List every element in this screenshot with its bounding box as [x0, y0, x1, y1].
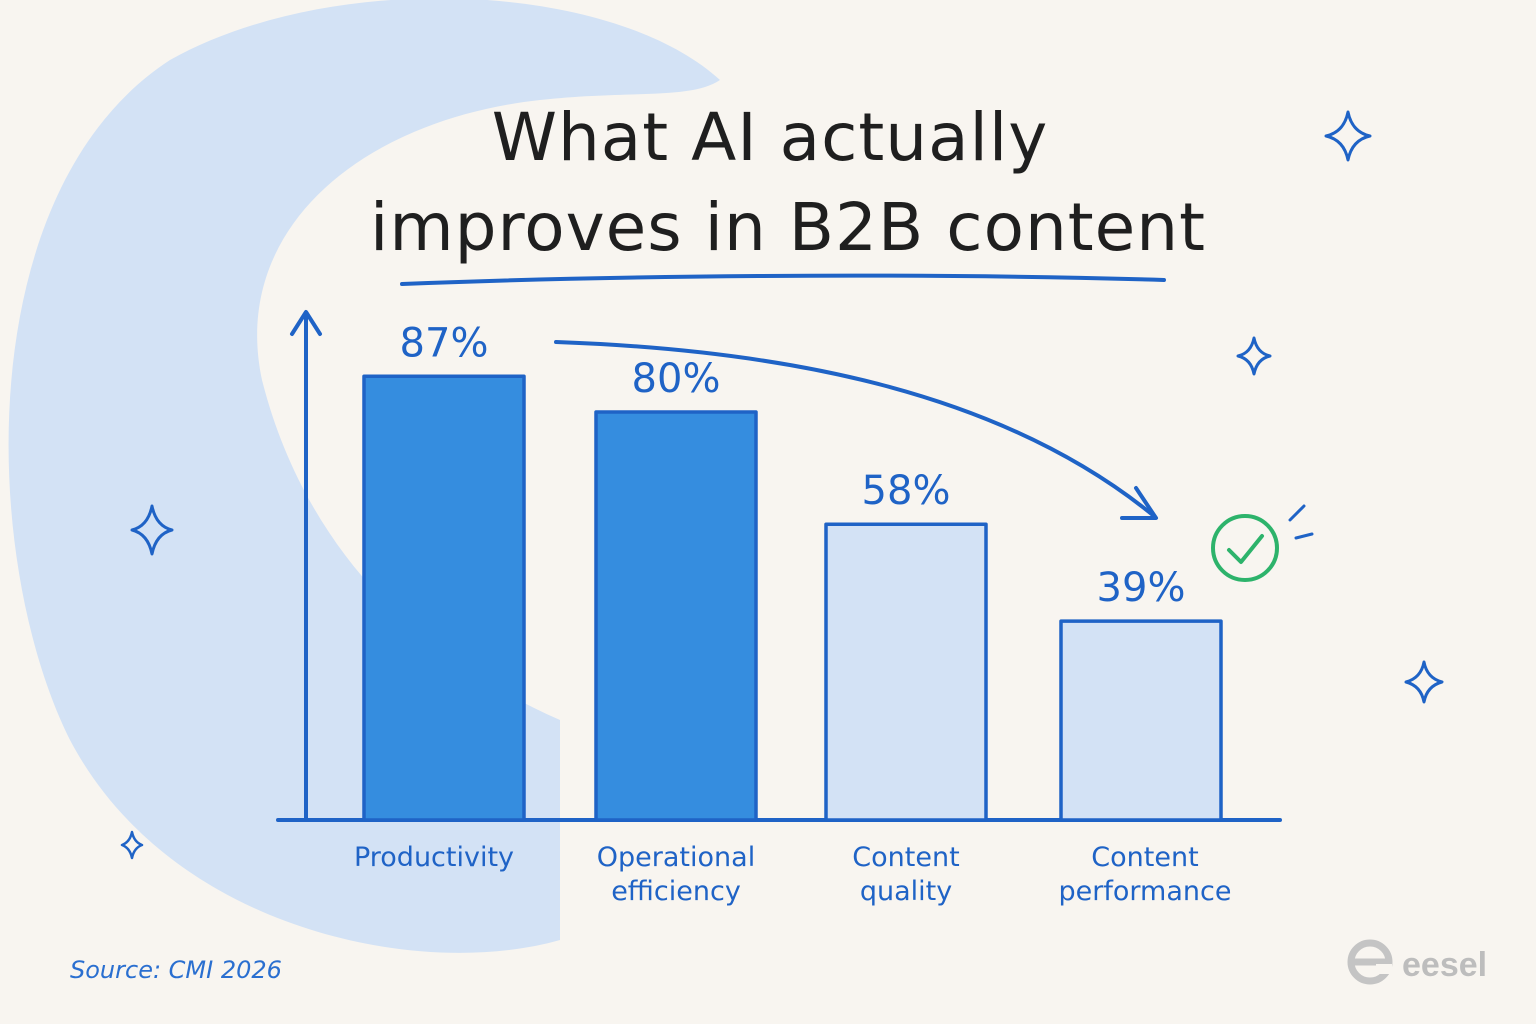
sparkle-icon	[120, 830, 144, 860]
value-label: 58%	[862, 468, 951, 514]
source-note: Source: CMI 2026	[70, 956, 282, 984]
eesel-logo-icon	[1347, 939, 1393, 985]
category-label: efficiency	[611, 876, 741, 907]
background-crescent	[8, 0, 720, 953]
category-label: quality	[860, 876, 952, 907]
category-label: Operational	[597, 842, 755, 873]
y-axis-arrowhead	[290, 310, 322, 336]
sparkle-icon	[130, 504, 174, 556]
value-label: 80%	[632, 356, 721, 402]
trend-arrow-head	[1120, 486, 1158, 520]
sparkle-icon	[1236, 336, 1272, 376]
category-label: performance	[1059, 876, 1232, 907]
brand-logo: eesel	[1347, 939, 1487, 985]
chart-title: What AI actually improves in B2B content	[370, 99, 1206, 286]
value-label: 87%	[400, 320, 489, 366]
category-label: Content	[1091, 842, 1198, 873]
chart-title-line-2: improves in B2B content	[370, 189, 1206, 266]
bar-content-quality	[824, 522, 988, 822]
chart-title-line-1: What AI actually	[492, 99, 1049, 176]
value-label: 39%	[1097, 565, 1186, 611]
sparkles	[120, 110, 1444, 860]
brand-name: eesel	[1402, 946, 1487, 984]
sparkle-icon	[1324, 110, 1372, 162]
bar-productivity	[362, 374, 526, 822]
bars-layer	[362, 374, 1223, 822]
sparkle-icon	[1404, 660, 1444, 704]
value-labels-layer: 87% 80% 58% 39%	[400, 320, 1186, 611]
trend-arrow	[554, 340, 1158, 520]
category-label: Productivity	[354, 842, 514, 873]
bar-operational-efficiency	[594, 410, 758, 822]
trend-arrow-curve	[554, 340, 1156, 518]
category-label: Content	[852, 842, 959, 873]
title-underline	[400, 273, 1166, 286]
bar-content-performance	[1059, 619, 1223, 822]
check-circle-icon	[1211, 504, 1314, 582]
